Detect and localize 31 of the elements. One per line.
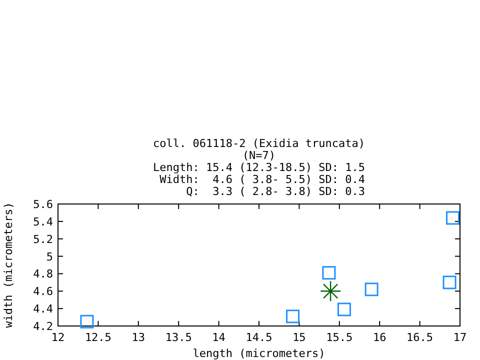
point xyxy=(322,266,336,280)
chart-title: coll. 061118-2 (Exidia truncata) xyxy=(153,137,365,150)
point xyxy=(446,211,460,225)
y-axis-title: width (micrometers) xyxy=(2,202,15,328)
y-tick-label: 5.2 xyxy=(33,232,53,246)
x-tick-label: 13 xyxy=(132,331,146,344)
x-tick-label: 17 xyxy=(453,331,467,344)
x-tick-label: 12 xyxy=(51,331,65,344)
x-tick-label: 15 xyxy=(292,331,306,344)
y-tick-label: 5.4 xyxy=(33,215,54,228)
x-tick-label: 14 xyxy=(212,331,226,344)
x-tick-label: 16 xyxy=(372,331,386,344)
x-tick-label: 12.5 xyxy=(84,331,112,344)
x-tick-label: 16.5 xyxy=(406,331,434,344)
y-tick-label: 5.6 xyxy=(33,198,53,211)
y-tick-label: 4.8 xyxy=(33,268,53,281)
y-tick-label: 4.4 xyxy=(33,302,54,316)
point xyxy=(286,310,300,324)
y-tick-label: 4.6 xyxy=(33,285,53,298)
point xyxy=(337,302,351,316)
point xyxy=(364,282,378,296)
x-tick-label: 15.5 xyxy=(326,331,353,344)
x-axis-title: length (micrometers) xyxy=(192,347,326,360)
point xyxy=(80,314,94,328)
x-tick-label: 13.5 xyxy=(165,331,192,344)
y-tick-label: 5 xyxy=(46,250,53,264)
point xyxy=(442,276,456,290)
point xyxy=(320,280,342,302)
y-tick-label: 4.2 xyxy=(33,320,53,333)
chart-subtitle: (N=7) Length: 15.4 (12.3-18.5) SD: 1.5 Width: 4.6 ( 3.8- 5.5) SD: 0.4 Q: 3.3 ( 2.8- 3.8) SD: 0.3 xyxy=(153,149,366,198)
x-tick-label: 14.5 xyxy=(246,331,272,344)
